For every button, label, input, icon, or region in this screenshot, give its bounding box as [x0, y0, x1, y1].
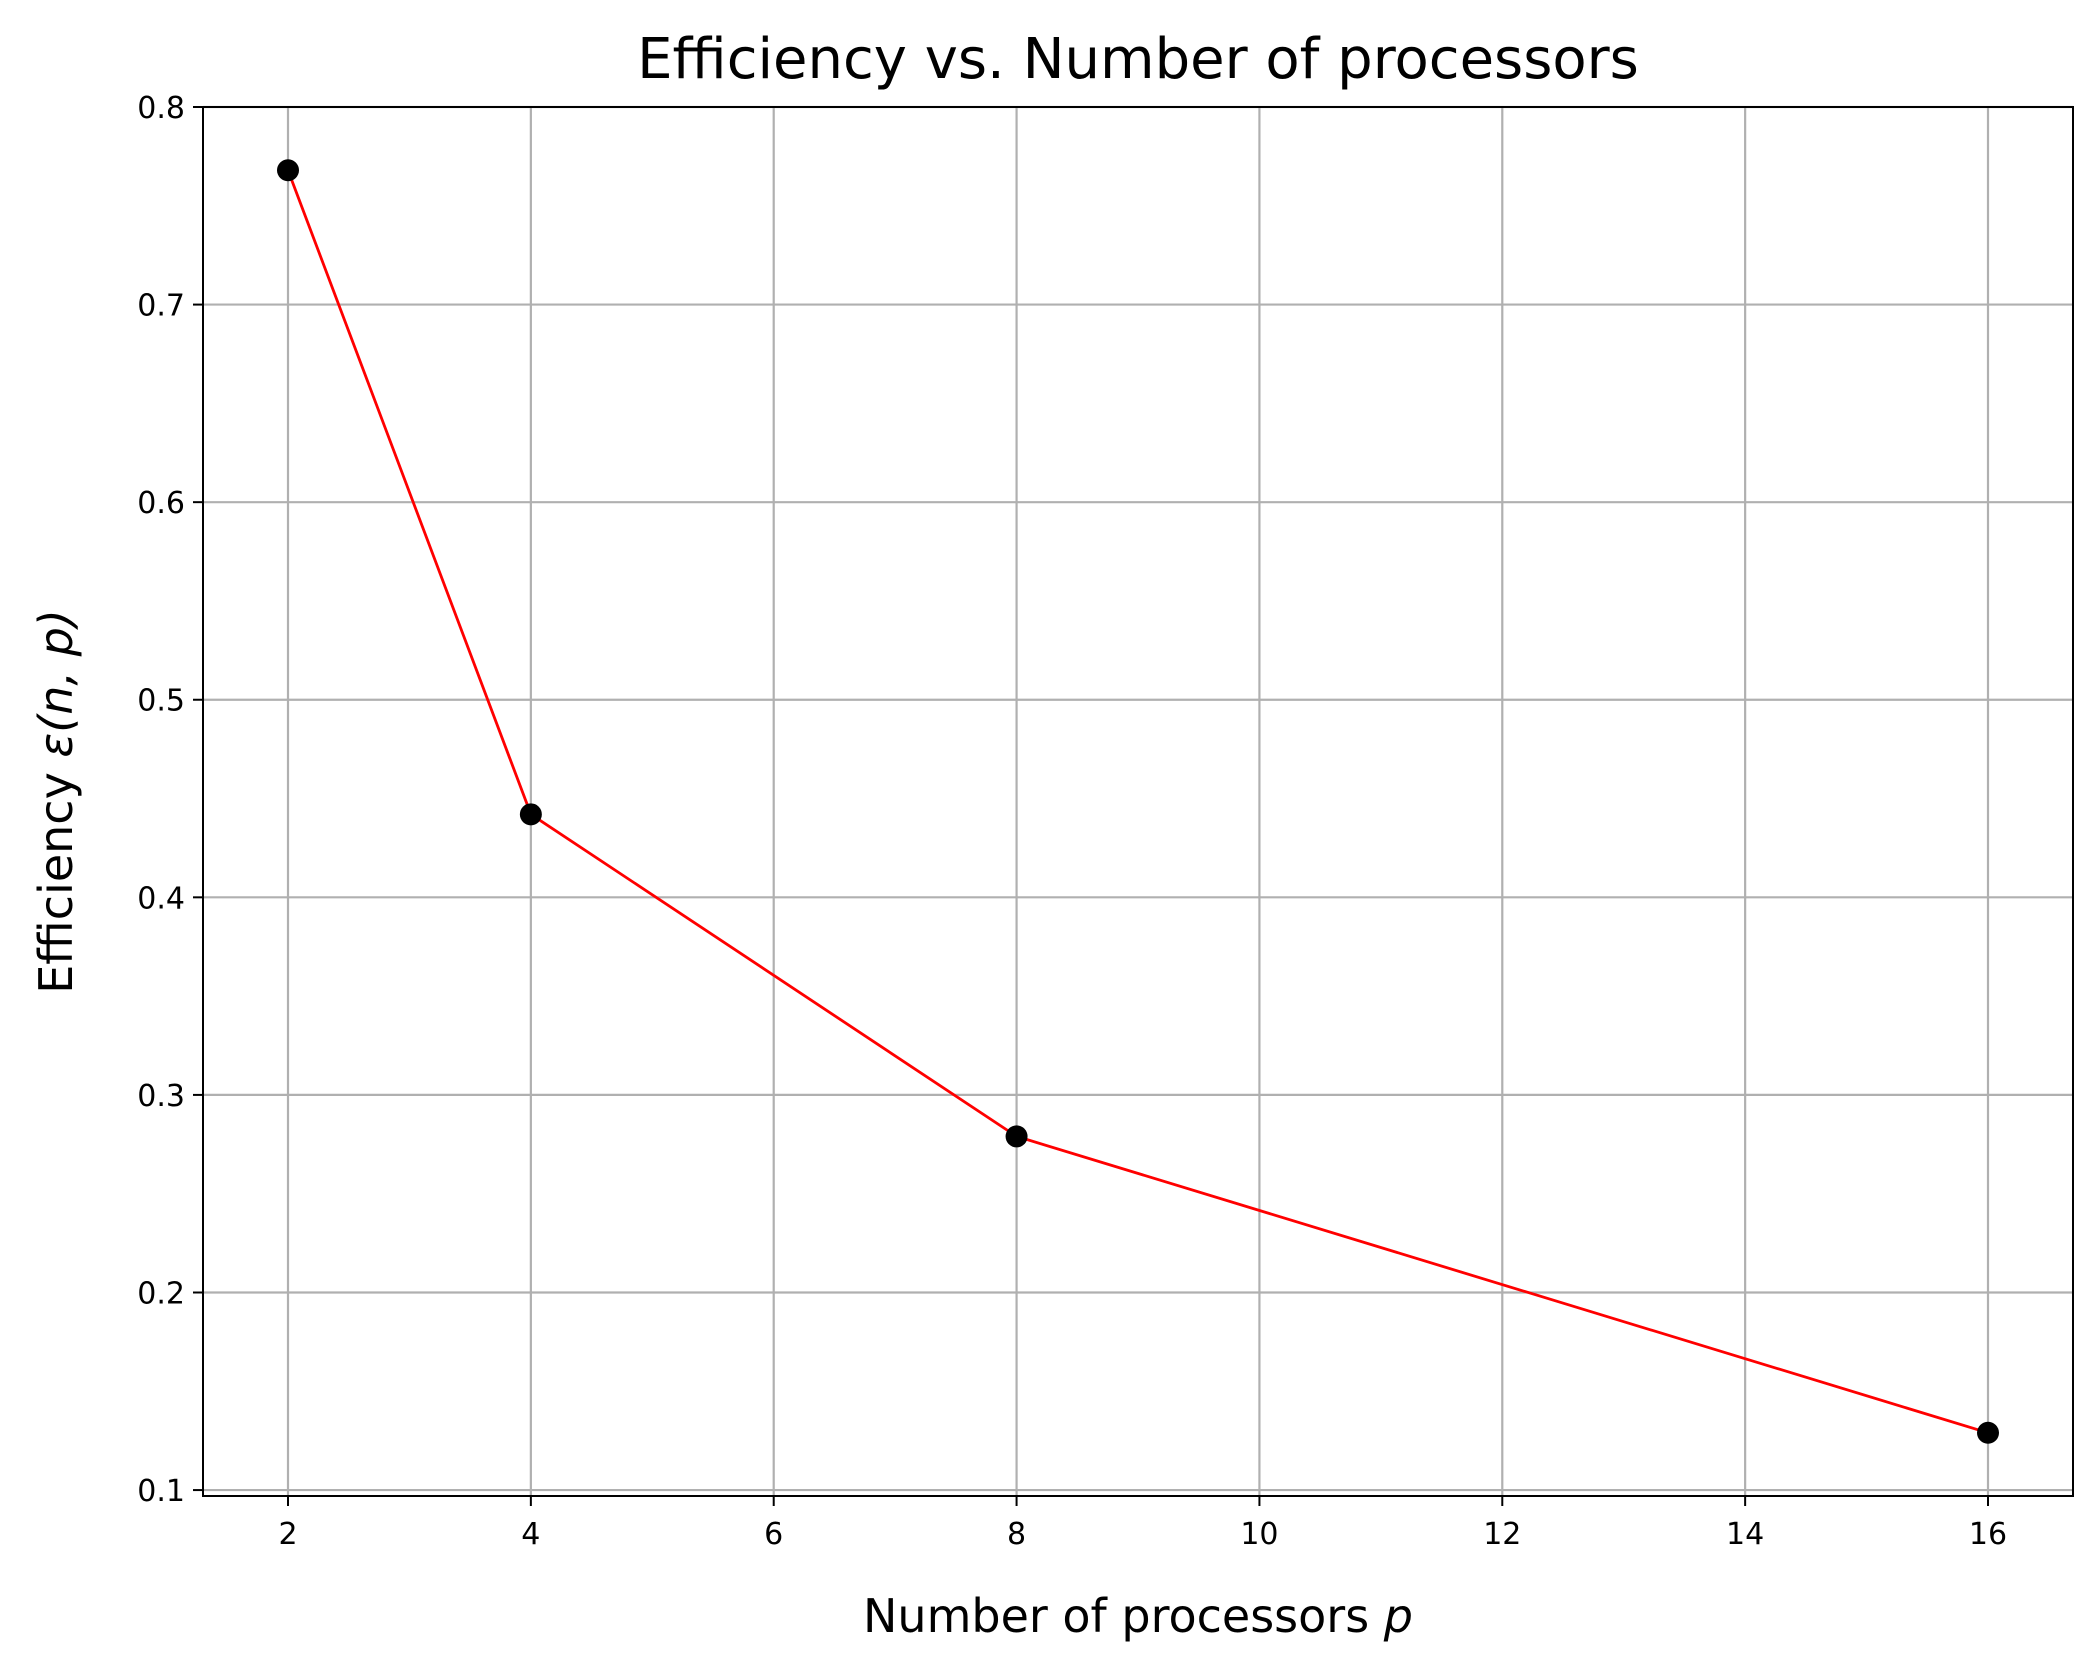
data-point: [277, 159, 299, 182]
x-tick-label: 2: [278, 1517, 297, 1552]
x-tick-label: 16: [1969, 1517, 2007, 1552]
x-tick-label: 12: [1483, 1517, 1521, 1552]
x-tick-label: 14: [1726, 1517, 1764, 1552]
y-tick-label: 0.7: [137, 289, 185, 324]
axis-ticks: 2 4 6 8 10 12 14 16 0.1 0.2 0.3 0.4 0.5 0.6 0.7 0.8: [137, 91, 2007, 1552]
chart-title: Efficiency vs. Number of processors: [637, 27, 1639, 92]
x-tick-label: 6: [764, 1517, 783, 1552]
y-tick-label: 0.6: [137, 486, 185, 521]
x-axis-label: Number of processors p: [863, 1589, 1413, 1643]
y-axis-label-text: Efficiency: [29, 758, 83, 994]
y-axis-label-math: ε(n, p): [29, 609, 83, 757]
data-point: [519, 803, 542, 826]
series-layer: [277, 159, 1999, 1444]
grid: [203, 105, 2073, 1496]
series-line: [286, 169, 1989, 1435]
y-tick-label: 0.5: [137, 684, 185, 719]
y-tick-label: 0.2: [137, 1276, 185, 1311]
x-tick-label: 10: [1240, 1517, 1278, 1552]
y-tick-label: 0.4: [137, 881, 185, 916]
data-point: [1977, 1421, 1999, 1444]
y-tick-label: 0.1: [137, 1474, 185, 1509]
x-tick-label: 8: [1007, 1517, 1026, 1552]
data-point: [1005, 1125, 1028, 1148]
y-tick-label: 0.8: [137, 91, 185, 126]
y-axis-label: Efficiency ε(n, p): [29, 609, 83, 994]
x-axis-label-math: p: [1383, 1589, 1413, 1643]
x-axis-label-text: Number of processors: [863, 1589, 1384, 1643]
y-tick-label: 0.3: [137, 1079, 185, 1114]
x-tick-label: 4: [521, 1517, 540, 1552]
plot-frame: [202, 106, 2074, 1497]
